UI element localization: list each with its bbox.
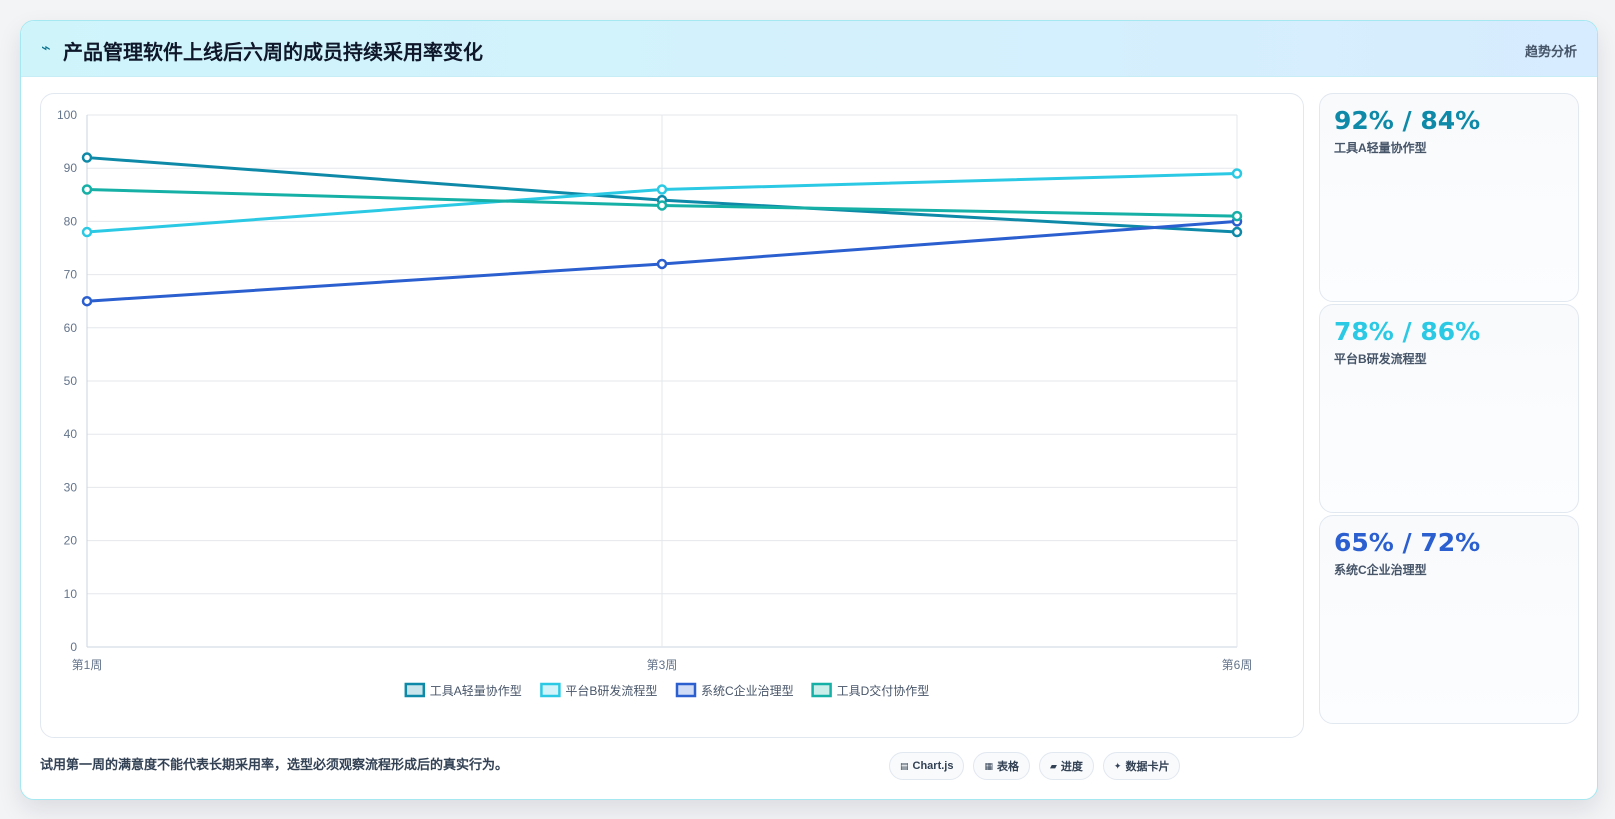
- stat-label: 系统C企业治理型: [1334, 563, 1427, 577]
- footer-note: 试用第一周的满意度不能代表长期采用率，选型必须观察流程形成后的真实行为。: [40, 757, 509, 772]
- line-chart-panel: 0 10 20 30 40 50 60 70 80 90 100 第1周 第3周 第6周工具A轻量协作型 平…: [40, 93, 1304, 738]
- y-tick-label: 0: [70, 640, 77, 654]
- page-title: 产品管理软件上线后六周的成员持续采用率变化: [63, 42, 483, 64]
- stat-value: 92% / 84%: [1334, 106, 1481, 135]
- chip-data-card[interactable]: ✦ 数据卡片: [1102, 752, 1181, 780]
- data-point: [81, 184, 93, 195]
- chip-label: 进度: [1060, 761, 1083, 773]
- data-point: [656, 184, 668, 195]
- legend-label: 平台B研发流程型: [565, 683, 657, 698]
- sparkle-icon: ✦: [1113, 760, 1122, 771]
- stat-label: 工具A轻量协作型: [1334, 141, 1427, 155]
- stat-card-tool-a: 92% / 84% 工具A轻量协作型: [1319, 93, 1579, 302]
- y-tick-label: 30: [64, 480, 78, 494]
- stat-value: 65% / 72%: [1334, 528, 1481, 557]
- data-point: [81, 152, 93, 163]
- y-tick-label: 90: [64, 161, 78, 175]
- table-icon: ▦: [984, 760, 993, 771]
- chip-label: Chart.js: [912, 760, 954, 772]
- chip-label: 数据卡片: [1125, 761, 1170, 773]
- legend-label: 工具A轻量协作型: [430, 683, 522, 698]
- trend-analysis-tag[interactable]: 趋势分析: [1524, 44, 1577, 59]
- y-tick-label: 40: [64, 427, 78, 441]
- chip-chartjs[interactable]: ▤ Chart.js: [889, 752, 965, 780]
- tech-chips: ▤ Chart.js ▦ 表格 ▰ 进度 ✦ 数据卡片: [889, 752, 1181, 780]
- chip-progress[interactable]: ▰ 进度: [1039, 752, 1094, 780]
- stat-card-system-c: 65% / 72% 系统C企业治理型: [1319, 515, 1579, 724]
- trend-line-icon: ⌁: [41, 40, 51, 57]
- legend-label: 系统C企业治理型: [701, 683, 794, 698]
- x-tick-label: 第3周: [647, 658, 678, 672]
- data-point: [656, 200, 668, 211]
- y-tick-label: 10: [64, 587, 78, 601]
- data-point: [656, 258, 668, 270]
- y-tick-label: 50: [64, 374, 78, 388]
- stat-label: 平台B研发流程型: [1334, 352, 1427, 366]
- dashboard-card: ⌁ 产品管理软件上线后六周的成员持续采用率变化 趋势分析 0 10 20 30 40 50…: [20, 20, 1598, 800]
- chip-label: 表格: [997, 761, 1019, 773]
- y-tick-label: 20: [64, 534, 78, 548]
- y-tick-label: 100: [57, 108, 77, 122]
- legend-swatch: [404, 682, 426, 698]
- stat-value: 78% / 86%: [1334, 317, 1481, 346]
- x-tick-label: 第1周: [72, 658, 103, 672]
- legend-swatch: [540, 682, 561, 698]
- data-point: [1231, 226, 1243, 238]
- data-point: [81, 226, 93, 238]
- y-tick-label: 60: [64, 321, 78, 335]
- y-tick-label: 80: [64, 214, 78, 228]
- legend-label: 工具D交付协作型: [837, 683, 930, 698]
- legend-swatch: [811, 682, 832, 698]
- card-header: ⌁ 产品管理软件上线后六周的成员持续采用率变化 趋势分析: [21, 21, 1597, 77]
- chart-icon: ▤: [900, 760, 909, 771]
- chip-table[interactable]: ▦ 表格: [973, 752, 1030, 780]
- data-point: [81, 295, 93, 307]
- x-tick-label: 第6周: [1222, 658, 1253, 672]
- legend-swatch: [675, 682, 697, 698]
- data-point: [1231, 210, 1243, 222]
- stat-card-platform-b: 78% / 86% 平台B研发流程型: [1319, 304, 1579, 513]
- progress-icon: ▰: [1050, 760, 1057, 771]
- y-tick-label: 70: [64, 268, 78, 282]
- data-point: [1231, 168, 1243, 179]
